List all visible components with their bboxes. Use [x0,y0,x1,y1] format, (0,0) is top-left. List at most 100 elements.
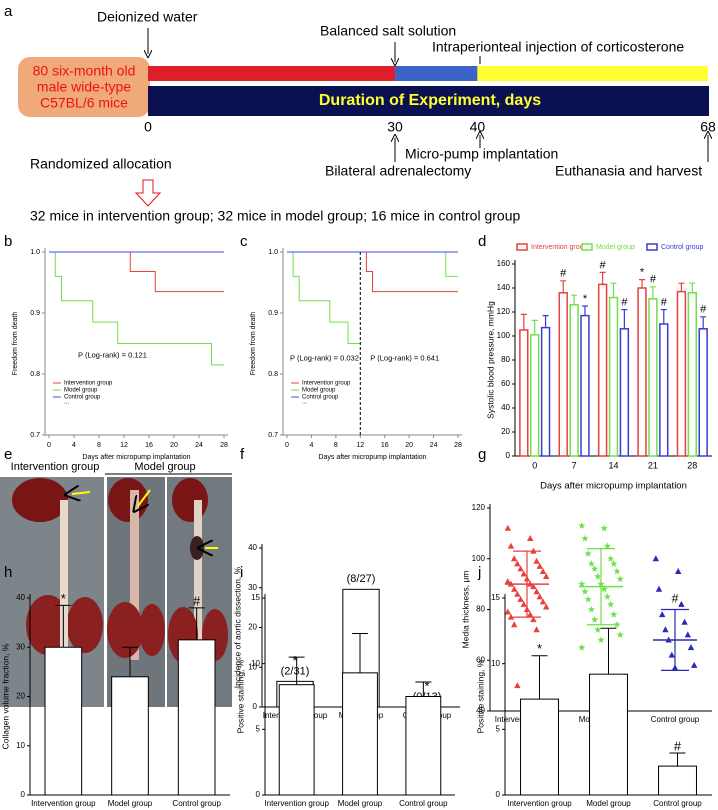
data-point [597,636,605,643]
y-axis-label: Positive staining, % [475,659,485,733]
cohort-text: male wide-type [37,79,131,95]
event-label: Bilateral adrenalectomy [325,163,471,179]
data-point [517,595,524,602]
significance: # [674,738,682,753]
data-point [536,562,543,569]
x-tick-label: Intervention group [31,799,96,808]
error-bar [415,681,432,697]
data-point [675,567,682,574]
y-tick-label: 0.7 [30,432,40,439]
bar [698,328,708,457]
x-axis-label: Days after micropump implantation [540,481,687,492]
data-point [543,573,550,580]
legend-label: Model group [64,388,98,394]
y-tick-label: 80 [501,355,510,364]
x-tick-label: 0 [532,460,537,470]
significance: * [640,267,645,279]
panel-label: f [240,446,245,463]
survival-line [360,251,458,293]
timeline-segment [395,66,478,81]
data-point [504,578,511,585]
legend-swatch [646,243,658,251]
error-bar [689,282,696,293]
p-value: P (Log-rank) = 0.641 [370,353,439,362]
bar [658,765,697,796]
bar [530,334,540,457]
x-tick-label: Model group [108,799,153,808]
error-bar [678,282,685,292]
data-point [539,598,547,605]
bar [520,698,559,796]
data-point [659,611,666,618]
error-bar [621,309,628,329]
legend-swatch [581,243,593,251]
legend-label: Model group [596,244,635,251]
bar [519,329,529,457]
data-point [507,542,515,549]
x-tick-label: 8 [334,442,338,449]
error-bar [600,627,617,675]
y-tick-label: 100 [472,554,486,563]
error-bar [599,271,606,285]
count-label: (2/31) [281,665,310,677]
error-bar [122,646,138,677]
panel-label: g [478,446,486,463]
y-tick-label: 10 [491,659,500,668]
data-point [584,595,592,603]
y-tick-label: 20 [501,427,510,436]
y-axis-label: Systolic blood pressure, mmHg [485,301,495,419]
data-point [613,567,621,575]
bar [589,673,628,796]
legend-swatch [516,243,528,251]
x-tick-label: Control group [172,799,221,808]
significance: # [560,268,567,280]
x-tick-label: 0 [47,442,51,449]
y-tick-label: 120 [472,503,486,512]
x-tick-label: Control group [651,715,700,724]
day-label: 68 [700,119,716,135]
data-point [533,588,540,595]
y-tick-label: 5 [496,724,501,733]
y-tick-label: 15 [251,593,260,602]
y-tick-label: 20 [16,692,25,701]
error-bar [700,316,707,329]
duration-label: Duration of Experiment, days [319,92,541,109]
y-tick-label: 20 [248,623,257,632]
x-tick-label: 24 [430,442,438,449]
data-point [652,555,659,562]
y-tick-label: 40 [248,543,257,552]
panel-label: b [4,233,12,250]
data-point [511,621,518,628]
error-bar [660,309,667,324]
significance: * [292,653,297,668]
x-tick-label: Intervention group [507,799,572,808]
error-bar [649,286,656,299]
data-point [517,565,524,572]
y-tick-label: 10 [251,659,260,668]
panel-label: i [240,564,243,581]
y-tick-label: 0.9 [30,310,40,317]
survival-line [287,251,458,344]
bar [405,696,442,796]
error-bar [188,607,205,640]
sd-bar [587,548,615,626]
x-tick-label: Intervention group [264,799,329,808]
bar [659,323,669,457]
y-tick-label: 0.9 [268,310,278,317]
x-tick-label: Control group [653,799,702,808]
x-tick-label: 28 [687,460,697,470]
data-point [511,585,518,592]
y-tick-label: 30 [248,583,257,592]
data-point [578,522,586,529]
y-tick-label: 30 [16,642,25,651]
y-tick-label: 0 [506,451,511,460]
photo-label: Model group [134,461,195,473]
significance: # [700,304,707,316]
y-tick-label: 80 [476,605,485,614]
data-point [594,626,602,633]
bar [177,639,216,796]
y-axis-label: Incidence of aortic dissection, % [232,566,242,688]
y-tick-label: 0 [256,790,261,799]
x-tick-label: 16 [381,442,389,449]
y-tick-label: 0 [253,702,258,711]
